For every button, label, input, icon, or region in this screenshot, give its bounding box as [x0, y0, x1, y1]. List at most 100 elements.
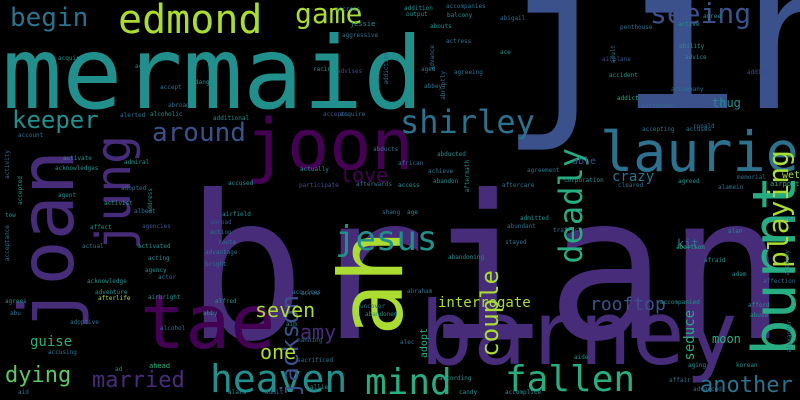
word-airfield: airfield: [222, 211, 251, 218]
word-abroad: abroad: [210, 219, 232, 226]
word-dying: dying: [5, 363, 72, 388]
word-accepts: accepts: [323, 111, 349, 118]
word-adventure: adventure: [95, 289, 128, 296]
word-alarm: alarm: [228, 389, 247, 396]
word-route: route: [218, 239, 237, 246]
word-activist: activist: [104, 200, 133, 207]
word-agent: agent: [58, 192, 77, 199]
word-accept: accept: [160, 84, 182, 91]
word-abandoned: abandoned: [365, 311, 398, 318]
word-rooftop: rooftop: [590, 294, 666, 315]
word-abouts: abouts: [430, 23, 452, 30]
word-alfred: alfred: [215, 298, 237, 305]
word-ability: ability: [679, 43, 705, 50]
word-admit: admit: [265, 389, 284, 396]
word-alerted: alerted: [120, 112, 146, 119]
word-abe: abe: [784, 216, 795, 223]
word-uncover: uncover: [360, 303, 386, 310]
word-another: another: [700, 373, 793, 398]
word-abruptly: abruptly: [440, 71, 447, 100]
word-tae: tae: [140, 278, 276, 366]
word-jesus: jesus: [335, 219, 438, 259]
word-albert: albert: [134, 208, 156, 215]
word-activity: activity: [4, 150, 11, 179]
word-adopt: adopt: [419, 328, 430, 359]
word-additional: additional: [213, 115, 250, 122]
word-activate: activate: [63, 155, 92, 162]
word-agree: agree: [703, 13, 722, 20]
word-allied: allied: [310, 384, 332, 391]
word-advance: advance: [429, 45, 436, 71]
word-edmond: edmond: [118, 0, 263, 43]
word-accepting: accepting: [642, 126, 675, 133]
word-abducted: abducted: [437, 151, 466, 158]
word-acquires: acquires: [292, 289, 321, 296]
word-accomplice: accomplice: [505, 389, 542, 396]
word-active: active: [678, 21, 700, 28]
word-crazy: crazy: [612, 169, 655, 185]
word-alcohol: alcohol: [160, 325, 186, 332]
word-barney: barney: [420, 282, 738, 385]
word-account: account: [18, 132, 44, 139]
word-jung: jung: [86, 135, 142, 251]
word-admiral: admiral: [124, 159, 150, 166]
word-according: according: [439, 375, 472, 382]
word-aggressive: aggressive: [342, 32, 379, 39]
word-adam: adam: [732, 271, 747, 278]
word-alan: alan: [728, 228, 743, 235]
word-jin: jin: [500, 0, 800, 156]
word-memorial: memorial: [737, 174, 766, 181]
word-afraid: afraid: [704, 257, 726, 264]
word-advice: advice: [685, 54, 707, 61]
word-affect: affect: [90, 224, 112, 231]
word-shang: shang: [382, 209, 401, 216]
word-abandoning: abandoning: [448, 254, 485, 261]
word-acid: acid: [135, 63, 150, 70]
word-around: around: [152, 118, 246, 148]
word-candy: candy: [459, 389, 478, 396]
word-able: able: [572, 156, 597, 167]
word-ad: ad: [115, 366, 123, 373]
word-abundant: abundant: [507, 223, 536, 230]
word-aged: aged: [421, 66, 436, 73]
word-age: age: [407, 209, 418, 216]
word-airport: airport: [770, 180, 800, 188]
word-abbey: abbey: [424, 83, 443, 90]
word-abigail: abigail: [500, 15, 526, 22]
word-alamein: alamein: [718, 184, 744, 191]
word-penthouse: penthouse: [620, 24, 653, 31]
word-guise: guise: [30, 334, 73, 350]
word-accusing: accusing: [48, 349, 77, 356]
word-aftermath: aftermath: [464, 160, 471, 193]
word-couple: couple: [476, 270, 504, 357]
word-accompany: accompany: [671, 86, 704, 93]
word-racing: racing: [313, 66, 335, 73]
word-actor: actor: [158, 274, 177, 281]
word-aging: aging: [688, 362, 707, 369]
word-aftercare: aftercare: [502, 182, 535, 189]
word-joon: joon: [245, 104, 414, 186]
word-affair: affair: [669, 377, 691, 384]
word-afterlife: afterlife: [98, 295, 131, 302]
word-tow: tow: [5, 212, 16, 219]
word-abuse: abuse: [750, 312, 769, 319]
word-cleared: cleared: [618, 182, 644, 189]
word-affection: affection: [763, 278, 796, 285]
word-activated: activated: [138, 243, 171, 250]
word-amy: amy: [300, 320, 337, 344]
word-addict: addict: [617, 95, 639, 102]
word-shirley: shirley: [400, 103, 535, 141]
word-game: game: [295, 0, 363, 30]
word-brian: brian: [185, 153, 788, 386]
word-wet: wet: [782, 170, 800, 181]
word-acknowledges: acknowledges: [55, 165, 99, 172]
word-action: action: [210, 229, 232, 236]
word-alexander: alexander: [786, 320, 793, 353]
word-mermaid: mermaid: [2, 15, 424, 132]
word-acting: acting: [148, 255, 170, 262]
word-abortion: abortion: [676, 244, 705, 251]
word-traffic: traffic: [553, 227, 579, 234]
word-abby: abby: [203, 310, 218, 317]
word-accused: accused: [228, 180, 254, 187]
